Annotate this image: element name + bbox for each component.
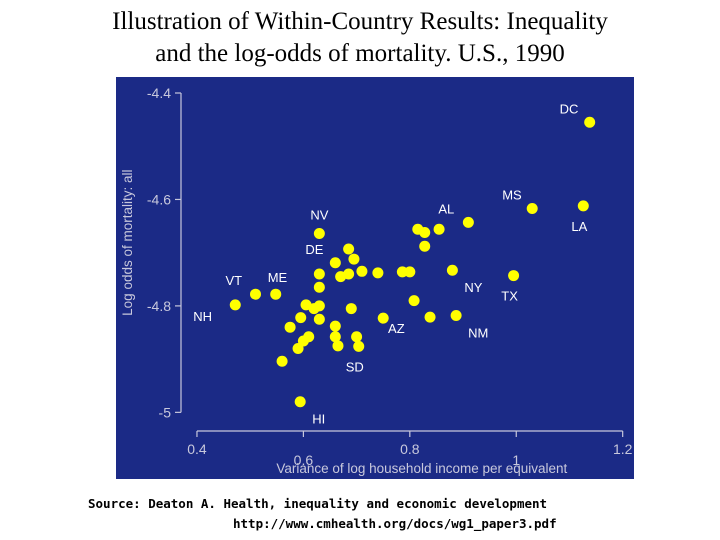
point-sd — [353, 340, 365, 352]
point-al — [462, 216, 474, 228]
data-point — [335, 271, 347, 283]
state-label-de: DE — [305, 242, 323, 257]
point-nm — [450, 309, 462, 321]
x-tick-label: 1.2 — [613, 441, 633, 457]
source-line: Source: Deaton A. Health, inequality and… — [88, 496, 548, 511]
point-nv — [313, 228, 325, 240]
y-tick-label: -4.8 — [147, 298, 171, 314]
data-point — [295, 312, 307, 324]
data-point — [284, 321, 296, 333]
chart-title: Illustration of Within-Country Results: … — [0, 6, 720, 70]
data-point — [377, 312, 389, 324]
y-tick-label: -4.6 — [147, 191, 171, 207]
state-label-dc: DC — [560, 101, 579, 116]
data-point — [351, 331, 363, 343]
data-point — [276, 355, 288, 367]
chart-panel — [116, 77, 634, 479]
data-point — [345, 303, 357, 315]
point-me — [270, 288, 282, 300]
data-points — [229, 116, 596, 408]
data-point — [348, 253, 360, 265]
data-point — [419, 226, 431, 238]
data-point — [292, 342, 304, 354]
data-point — [332, 340, 344, 352]
point-ny — [446, 264, 458, 276]
data-point — [329, 320, 341, 332]
state-label-hi: HI — [312, 412, 325, 427]
point-tx — [508, 270, 520, 282]
state-label-la: LA — [571, 219, 587, 234]
point-hi — [294, 396, 306, 408]
point-de — [329, 257, 341, 269]
point-vt — [250, 288, 261, 300]
data-point — [404, 266, 416, 278]
state-label-me: ME — [268, 270, 288, 285]
y-axis-label: Log odds of mortality: all — [120, 170, 135, 316]
point-la — [577, 200, 589, 212]
source-citation: Source: Deaton A. Health, inequality and… — [88, 494, 698, 534]
x-axis-label: Variance of log household income per equ… — [276, 461, 567, 476]
data-point — [343, 243, 355, 255]
x-tick-label: 0.4 — [187, 441, 207, 457]
state-label-al: AL — [438, 201, 454, 216]
state-label-sd: SD — [346, 359, 364, 374]
point-nh — [229, 299, 241, 311]
scatter-chart: -4.4 -4.6 -4.8 -5 0.4 0.6 0.8 1 1.2 DC MS LA AL NV DE… — [116, 77, 634, 479]
state-label-nh: NH — [193, 309, 212, 324]
point-labels: DC MS LA AL NV DE NY TX ME VT NH NM AZ SD HI — [193, 101, 587, 426]
data-point — [313, 300, 325, 312]
state-label-tx: TX — [501, 289, 518, 304]
chart-title-line-1: Illustration of Within-Country Results: … — [112, 8, 608, 35]
data-point — [419, 240, 431, 252]
state-label-az: AZ — [388, 321, 405, 336]
point-ms — [526, 203, 538, 214]
data-point — [356, 265, 368, 277]
data-point — [433, 223, 445, 235]
y-tick-label: -4.4 — [147, 85, 171, 101]
data-point — [329, 331, 341, 343]
x-tick-label: 0.8 — [400, 441, 420, 457]
state-label-nm: NM — [468, 325, 488, 340]
axes: -4.4 -4.6 -4.8 -5 0.4 0.6 0.8 1 1.2 — [147, 85, 633, 468]
x-tick-label: 0.6 — [294, 452, 314, 468]
x-tick-label: 1 — [512, 452, 520, 468]
data-point — [313, 313, 325, 325]
data-point — [372, 267, 384, 279]
state-label-nv: NV — [310, 208, 328, 223]
source-url: http://www.cmhealth.org/docs/wg1_paper3.… — [233, 516, 557, 531]
point-az — [424, 311, 436, 323]
data-point — [313, 281, 325, 293]
y-tick-label: -5 — [159, 404, 172, 420]
data-point — [313, 268, 325, 280]
data-point — [408, 295, 420, 307]
state-label-ny: NY — [464, 280, 482, 295]
point-dc — [584, 116, 596, 128]
state-label-ms: MS — [502, 188, 522, 203]
state-label-vt: VT — [226, 273, 243, 288]
chart-title-line-2: and the log-odds of mortality. U.S., 199… — [155, 40, 565, 67]
